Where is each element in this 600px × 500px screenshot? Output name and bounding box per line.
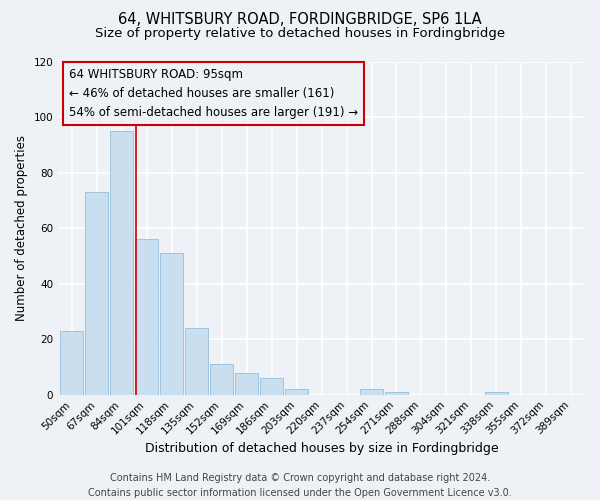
- Text: Size of property relative to detached houses in Fordingbridge: Size of property relative to detached ho…: [95, 28, 505, 40]
- Bar: [285, 389, 308, 394]
- Text: 64, WHITSBURY ROAD, FORDINGBRIDGE, SP6 1LA: 64, WHITSBURY ROAD, FORDINGBRIDGE, SP6 1…: [118, 12, 482, 28]
- Text: Contains HM Land Registry data © Crown copyright and database right 2024.
Contai: Contains HM Land Registry data © Crown c…: [88, 472, 512, 498]
- Bar: [385, 392, 408, 394]
- Bar: [210, 364, 233, 394]
- Bar: [260, 378, 283, 394]
- Y-axis label: Number of detached properties: Number of detached properties: [15, 135, 28, 321]
- Text: 64 WHITSBURY ROAD: 95sqm
← 46% of detached houses are smaller (161)
54% of semi-: 64 WHITSBURY ROAD: 95sqm ← 46% of detach…: [69, 68, 358, 119]
- Bar: [136, 239, 158, 394]
- Bar: [110, 131, 133, 394]
- Bar: [61, 331, 83, 394]
- X-axis label: Distribution of detached houses by size in Fordingbridge: Distribution of detached houses by size …: [145, 442, 499, 455]
- Bar: [160, 253, 183, 394]
- Bar: [360, 389, 383, 394]
- Bar: [185, 328, 208, 394]
- Bar: [235, 372, 258, 394]
- Bar: [485, 392, 508, 394]
- Bar: [85, 192, 109, 394]
